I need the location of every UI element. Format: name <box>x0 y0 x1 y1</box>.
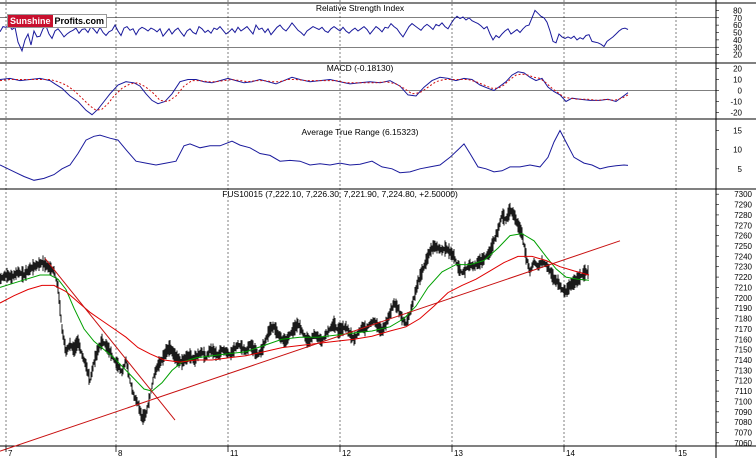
trend-line-1 <box>44 258 176 421</box>
price-tick-label: 7220 <box>734 273 752 282</box>
x-tick-label: 8 <box>118 449 123 458</box>
sunshine-profits-logo: Sunshine Profits.com <box>7 14 108 28</box>
price-tick-label: 7140 <box>734 356 752 365</box>
macd-tick-label: 0 <box>738 87 743 96</box>
price-tick-label: 7150 <box>734 346 752 355</box>
atr-tick-label: 5 <box>738 165 743 174</box>
macd-tick-label: -10 <box>730 98 742 107</box>
price-tick-label: 7160 <box>734 335 752 344</box>
x-tick-label: 11 <box>230 449 239 458</box>
rsi-tick-label: 60 <box>733 21 742 30</box>
price-tick-label: 7170 <box>734 325 752 334</box>
logo-part2: Profits.com <box>54 16 105 26</box>
ma-long-line <box>0 255 590 363</box>
macd-tick-label: -20 <box>730 109 742 118</box>
price-tick-label: 7060 <box>734 439 752 448</box>
rsi-line <box>0 9 629 53</box>
price-tick-label: 7230 <box>734 263 752 272</box>
rsi-tick-label: 80 <box>733 6 742 15</box>
price-tick-label: 7080 <box>734 418 752 427</box>
price-tick-label: 7180 <box>734 315 752 324</box>
price-tick-label: 7190 <box>734 304 752 313</box>
atr-line <box>0 129 629 181</box>
atr-tick-label: 15 <box>733 127 742 136</box>
x-tick-label: 14 <box>566 449 575 458</box>
price-tick-label: 7110 <box>735 387 753 396</box>
macd-line <box>0 71 629 116</box>
x-tick-label: 12 <box>342 449 351 458</box>
price-tick-label: 7070 <box>734 429 752 438</box>
price-tick-label: 7210 <box>734 283 752 292</box>
logo-part1: Sunshine <box>8 15 53 27</box>
macd-tick-label: 20 <box>733 65 742 74</box>
price-tick-label: 7090 <box>734 408 752 417</box>
price-tick-label: 7260 <box>734 232 752 241</box>
macd-signal-line <box>0 73 629 111</box>
atr-tick-label: 10 <box>733 146 742 155</box>
rsi-tick-label: 50 <box>733 29 742 38</box>
price-tick-label: 7250 <box>734 242 752 251</box>
price-tick-label: 7130 <box>734 366 752 375</box>
price-tick-label: 7300 <box>734 190 752 199</box>
x-tick-label: 15 <box>678 449 687 458</box>
price-tick-label: 7100 <box>734 397 752 406</box>
price-tick-label: 7270 <box>734 221 752 230</box>
rsi-tick-label: 20 <box>733 51 742 60</box>
price-tick-label: 7200 <box>734 294 752 303</box>
price-tick-label: 7280 <box>734 211 752 220</box>
x-tick-label: 7 <box>8 449 13 458</box>
macd-tick-label: 10 <box>733 76 742 85</box>
price-tick-label: 7290 <box>734 201 752 210</box>
rsi-tick-label: 70 <box>733 14 742 23</box>
rsi-tick-label: 40 <box>733 36 742 45</box>
atr-title: Average True Range (6.15323) <box>301 127 418 137</box>
macd-title: MACD (-0.18130) <box>327 63 394 73</box>
ma-short-line <box>0 233 590 392</box>
rsi-tick-label: 30 <box>733 43 742 52</box>
trend-line-0 <box>0 240 621 452</box>
price-tick-label: 7120 <box>734 377 752 386</box>
price-tick-label: 7240 <box>734 252 752 261</box>
x-tick-label: 13 <box>454 449 463 458</box>
rsi-title: Relative Strength Index <box>316 3 405 13</box>
